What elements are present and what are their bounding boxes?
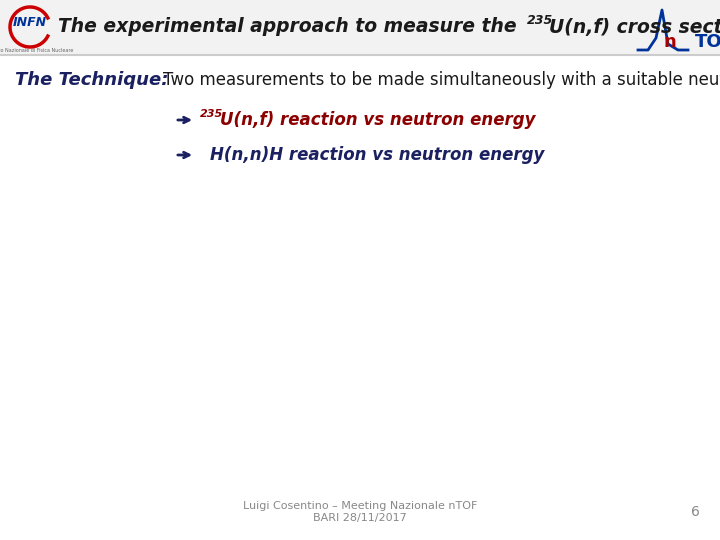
Text: H(n,n)H reaction vs neutron energy: H(n,n)H reaction vs neutron energy — [210, 146, 544, 164]
Text: The Technique:: The Technique: — [15, 71, 168, 89]
Text: 6: 6 — [691, 505, 700, 519]
Text: Istituto Nazionale di Fisica Nucleare: Istituto Nazionale di Fisica Nucleare — [0, 48, 73, 52]
Text: TOF: TOF — [695, 33, 720, 51]
Text: Luigi Cosentino – Meeting Nazionale nTOF
BARI 28/11/2017: Luigi Cosentino – Meeting Nazionale nTOF… — [243, 501, 477, 523]
Text: U(n,f) reaction vs neutron energy: U(n,f) reaction vs neutron energy — [220, 111, 536, 129]
Text: n: n — [664, 33, 676, 51]
Text: 235: 235 — [527, 14, 553, 26]
Bar — [0, 0, 720, 55]
Text: INFN: INFN — [13, 17, 47, 30]
Text: 235: 235 — [200, 109, 223, 119]
Text: U(n,f) cross section: U(n,f) cross section — [549, 17, 720, 37]
Text: Two measurements to be made simultaneously with a suitable neutrons beam.: Two measurements to be made simultaneous… — [163, 71, 720, 89]
Text: The experimental approach to measure the: The experimental approach to measure the — [58, 17, 523, 37]
